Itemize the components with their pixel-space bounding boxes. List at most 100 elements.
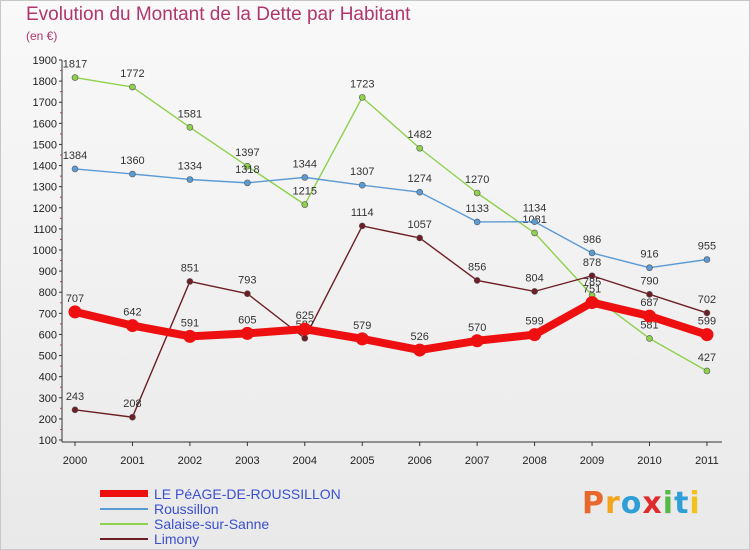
data-point-limony xyxy=(416,234,424,242)
data-label-le-p-age-de-roussillon: 605 xyxy=(238,314,256,326)
data-point-limony xyxy=(531,288,538,295)
data-label-limony: 851 xyxy=(181,262,199,274)
legend-item: Limony xyxy=(100,531,341,547)
data-point-roussillon xyxy=(186,176,194,183)
data-label-le-p-age-de-roussillon: 599 xyxy=(698,316,716,328)
data-point-salaise-sur-sanne xyxy=(186,124,194,131)
y-tick-label: 400 xyxy=(39,372,57,384)
data-point-salaise-sur-sanne xyxy=(473,189,481,197)
data-point-roussillon xyxy=(244,179,251,187)
data-label-le-p-age-de-roussillon: 642 xyxy=(123,307,141,319)
data-point-salaise-sur-sanne xyxy=(129,83,136,91)
legend-swatch xyxy=(100,507,148,510)
data-point-le-p-age-de-roussillon xyxy=(528,328,542,342)
data-label-salaise-sur-sanne: 1215 xyxy=(293,186,317,198)
y-tick-label: 1800 xyxy=(33,76,57,88)
data-point-roussillon xyxy=(588,249,596,257)
x-tick-label: 2003 xyxy=(235,455,259,467)
legend-swatch xyxy=(100,537,148,540)
logo-letter: i xyxy=(662,486,675,521)
logo-letter: t xyxy=(674,486,690,521)
data-point-limony xyxy=(301,334,309,342)
chart-title: Evolution du Montant de la Dette par Hab… xyxy=(26,4,411,25)
y-tick-label: 800 xyxy=(39,287,57,299)
proxiti-logo: Proxiti xyxy=(582,486,701,521)
data-point-limony xyxy=(588,272,596,280)
data-label-le-p-age-de-roussillon: 707 xyxy=(66,293,84,305)
data-label-le-p-age-de-roussillon: 591 xyxy=(181,317,199,329)
data-label-limony: 1114 xyxy=(351,207,374,219)
data-label-limony: 804 xyxy=(525,272,543,284)
y-tick-label: 600 xyxy=(39,329,57,341)
x-tick-label: 2005 xyxy=(350,455,374,467)
x-tick-label: 2008 xyxy=(522,455,546,467)
data-point-salaise-sur-sanne xyxy=(416,144,424,152)
data-label-limony: 793 xyxy=(238,275,256,287)
data-label-roussillon: 916 xyxy=(640,249,658,261)
legend-swatch xyxy=(100,490,148,497)
data-point-le-p-age-de-roussillon xyxy=(413,343,427,357)
series-line-roussillon xyxy=(74,168,708,269)
data-label-le-p-age-de-roussillon: 599 xyxy=(525,316,543,328)
data-point-limony xyxy=(71,406,79,414)
y-tick-label: 200 xyxy=(39,414,57,426)
data-label-salaise-sur-sanne: 1723 xyxy=(350,78,374,90)
y-tick-label: 1700 xyxy=(33,97,57,109)
data-label-salaise-sur-sanne: 785 xyxy=(583,276,601,288)
data-point-salaise-sur-sanne xyxy=(703,367,711,375)
y-tick-label: 900 xyxy=(39,266,57,278)
data-label-le-p-age-de-roussillon: 570 xyxy=(468,322,486,334)
legend-label: LE PéAGE-DE-ROUSSILLON xyxy=(154,485,341,502)
y-tick-label: 1300 xyxy=(33,182,57,194)
data-label-roussillon: 1274 xyxy=(407,173,431,185)
logo-letter: P xyxy=(582,486,605,521)
legend-item: Salaise-sur-Sanne xyxy=(100,516,341,532)
data-point-limony xyxy=(186,278,194,285)
data-label-roussillon: 1318 xyxy=(235,164,259,176)
data-point-le-p-age-de-roussillon xyxy=(700,328,714,342)
data-label-le-p-age-de-roussillon: 579 xyxy=(353,320,371,332)
data-point-roussillon xyxy=(473,218,481,226)
logo-letter: i xyxy=(689,486,701,521)
x-tick-label: 2009 xyxy=(580,455,604,467)
data-label-salaise-sur-sanne: 1772 xyxy=(120,68,144,80)
data-point-salaise-sur-sanne xyxy=(358,94,366,101)
y-tick-label: 1500 xyxy=(33,139,57,151)
data-label-limony: 790 xyxy=(640,275,658,287)
data-label-limony: 243 xyxy=(66,391,84,403)
data-point-roussillon xyxy=(646,264,653,272)
legend-label: Roussillon xyxy=(154,500,219,517)
data-label-limony: 878 xyxy=(583,257,601,269)
data-label-roussillon: 1360 xyxy=(120,155,144,167)
data-point-le-p-age-de-roussillon xyxy=(643,309,656,323)
data-point-limony xyxy=(358,222,366,230)
logo-letter: x xyxy=(642,486,663,521)
data-label-le-p-age-de-roussillon: 526 xyxy=(411,331,429,343)
data-point-le-p-age-de-roussillon xyxy=(298,322,312,336)
data-point-roussillon xyxy=(358,181,366,189)
data-point-roussillon xyxy=(703,256,711,263)
data-label-limony: 208 xyxy=(123,398,141,410)
data-point-salaise-sur-sanne xyxy=(71,74,79,81)
data-point-roussillon xyxy=(71,165,79,173)
data-point-le-p-age-de-roussillon xyxy=(585,296,599,310)
logo-letter: o xyxy=(620,486,643,521)
data-label-salaise-sur-sanne: 1817 xyxy=(63,59,87,71)
x-tick-label: 2011 xyxy=(695,455,719,467)
y-tick-label: 100 xyxy=(39,435,57,447)
data-point-salaise-sur-sanne xyxy=(244,162,251,170)
data-label-salaise-sur-sanne: 1581 xyxy=(178,108,202,120)
data-label-salaise-sur-sanne: 1270 xyxy=(465,174,489,186)
data-point-salaise-sur-sanne xyxy=(301,201,309,208)
data-point-limony xyxy=(646,291,653,298)
y-tick-label: 1900 xyxy=(33,55,57,67)
data-label-salaise-sur-sanne: 427 xyxy=(698,352,716,364)
x-tick-label: 2006 xyxy=(407,455,431,467)
data-point-salaise-sur-sanne xyxy=(531,229,538,237)
x-tick-label: 2004 xyxy=(293,455,317,467)
y-tick-label: 1100 xyxy=(33,224,57,236)
data-point-le-p-age-de-roussillon xyxy=(355,332,369,346)
y-tick-label: 500 xyxy=(39,351,57,363)
chart-subtitle: (en €) xyxy=(26,29,58,43)
